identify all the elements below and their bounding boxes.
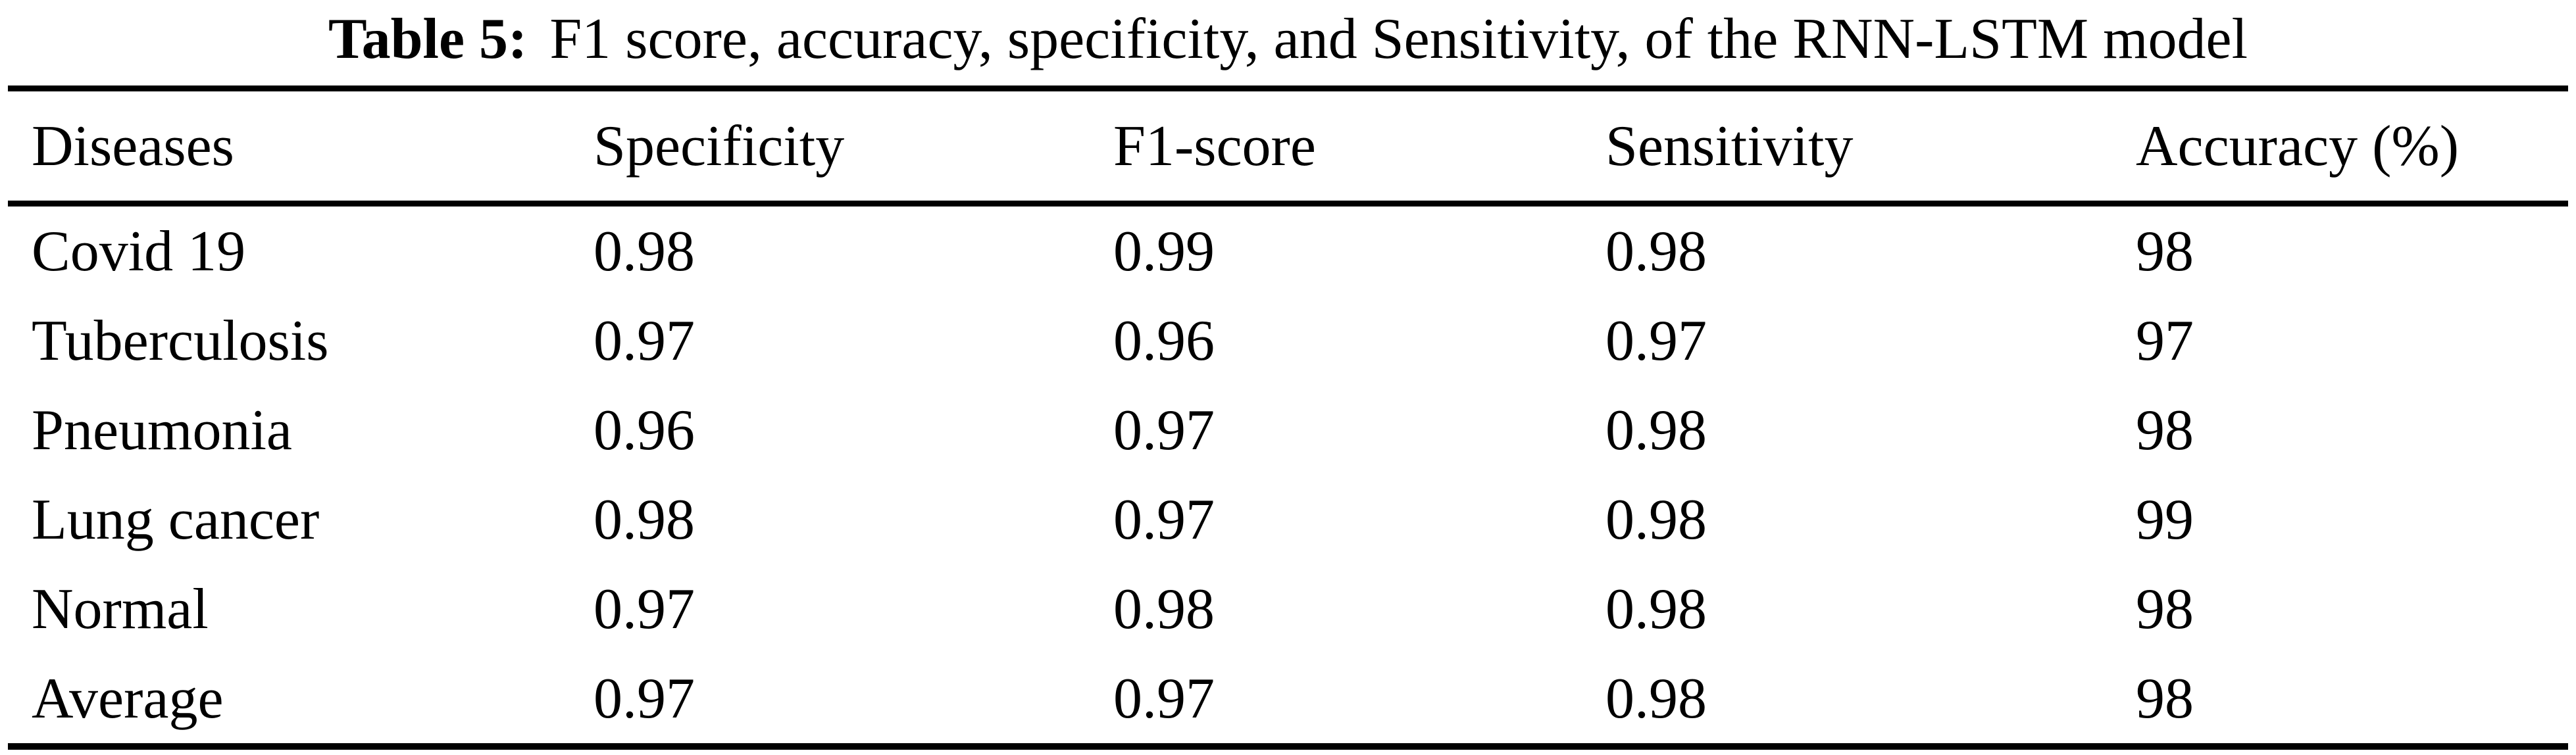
table-row: Lung cancer 0.98 0.97 0.98 99 (8, 475, 2568, 564)
table-caption-text: F1 score, accuracy, specificity, and Sen… (549, 7, 2248, 71)
cell-accuracy: 98 (2136, 398, 2194, 462)
cell-accuracy: 98 (2136, 666, 2194, 731)
cell-accuracy: 98 (2136, 577, 2194, 641)
table-caption: Table 5: F1 score, accuracy, specificity,… (0, 0, 2576, 85)
column-header-specificity: Specificity (593, 88, 1113, 207)
cell-disease: Covid 19 (32, 219, 246, 283)
cell-accuracy: 97 (2136, 308, 2194, 373)
table-header: Diseases Specificity F1-score Sensitivit… (8, 88, 2568, 207)
cell-f1-score: 0.98 (1113, 577, 1215, 641)
cell-sensitivity: 0.98 (1605, 666, 1707, 731)
cell-specificity: 0.97 (593, 308, 695, 373)
cell-sensitivity: 0.97 (1605, 308, 1707, 373)
results-table: Diseases Specificity F1-score Sensitivit… (8, 85, 2568, 750)
cell-disease: Normal (32, 577, 209, 641)
cell-f1-score: 0.96 (1113, 308, 1215, 373)
cell-specificity: 0.96 (593, 398, 695, 462)
cell-disease: Tuberculosis (32, 308, 329, 373)
cell-f1-score: 0.97 (1113, 487, 1215, 552)
cell-specificity: 0.98 (593, 487, 695, 552)
cell-disease: Average (32, 666, 224, 731)
table-row: Pneumonia 0.96 0.97 0.98 98 (8, 385, 2568, 475)
cell-sensitivity: 0.98 (1605, 487, 1707, 552)
cell-accuracy: 98 (2136, 219, 2194, 283)
table-row: Covid 19 0.98 0.99 0.98 98 (8, 204, 2568, 297)
table-body: Covid 19 0.98 0.99 0.98 98 Tuberculosis … (8, 204, 2568, 747)
column-header-sensitivity: Sensitivity (1605, 88, 2136, 207)
cell-f1-score: 0.97 (1113, 398, 1215, 462)
cell-specificity: 0.98 (593, 219, 695, 283)
column-header-accuracy: Accuracy (%) (2136, 88, 2568, 207)
table-row: Tuberculosis 0.97 0.96 0.97 97 (8, 296, 2568, 385)
cell-sensitivity: 0.98 (1605, 398, 1707, 462)
cell-disease: Lung cancer (32, 487, 320, 552)
cell-f1-score: 0.97 (1113, 666, 1215, 731)
cell-accuracy: 99 (2136, 487, 2194, 552)
cell-f1-score: 0.99 (1113, 219, 1215, 283)
table-row: Normal 0.97 0.98 0.98 98 (8, 564, 2568, 654)
cell-sensitivity: 0.98 (1605, 577, 1707, 641)
cell-disease: Pneumonia (32, 398, 292, 462)
table-caption-label: Table 5: (328, 7, 528, 71)
cell-specificity: 0.97 (593, 577, 695, 641)
cell-specificity: 0.97 (593, 666, 695, 731)
cell-sensitivity: 0.98 (1605, 219, 1707, 283)
column-header-f1-score: F1-score (1113, 88, 1605, 207)
column-header-diseases: Diseases (8, 88, 593, 207)
header-row: Diseases Specificity F1-score Sensitivit… (8, 88, 2568, 207)
table-row: Average 0.97 0.97 0.98 98 (8, 654, 2568, 746)
